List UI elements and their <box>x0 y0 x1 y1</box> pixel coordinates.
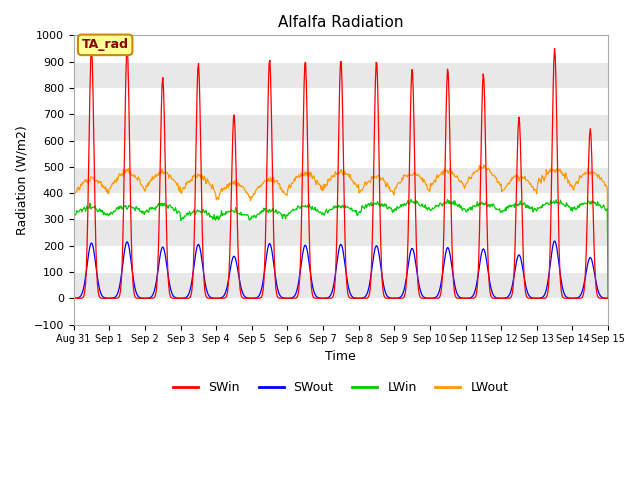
Y-axis label: Radiation (W/m2): Radiation (W/m2) <box>15 125 28 235</box>
Bar <box>74 219 608 246</box>
Bar <box>74 298 608 324</box>
Bar <box>74 88 608 114</box>
Title: Alfalfa Radiation: Alfalfa Radiation <box>278 15 404 30</box>
Bar <box>74 61 608 88</box>
X-axis label: Time: Time <box>326 350 356 363</box>
Bar <box>74 114 608 141</box>
Bar <box>74 193 608 219</box>
Bar <box>74 272 608 298</box>
Bar <box>74 167 608 193</box>
Text: TA_rad: TA_rad <box>82 38 129 51</box>
Bar <box>74 36 608 61</box>
Bar <box>74 246 608 272</box>
Legend: SWin, SWout, LWin, LWout: SWin, SWout, LWin, LWout <box>168 376 513 399</box>
Bar <box>74 141 608 167</box>
